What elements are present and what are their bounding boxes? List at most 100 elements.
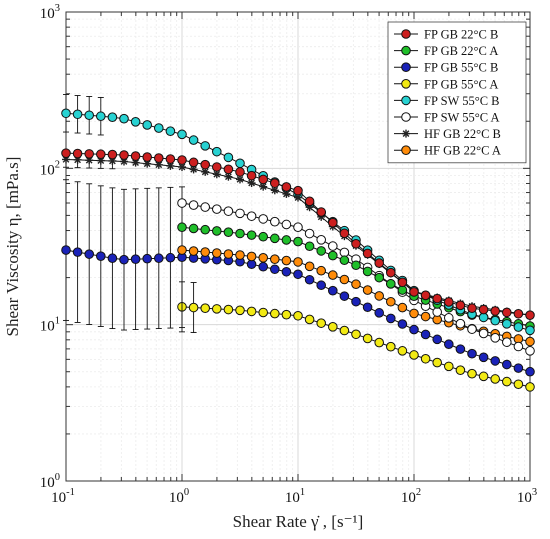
data-point [131,158,140,167]
data-point [200,202,210,212]
legend-label: FP GB 22°C A [424,44,498,58]
data-point [467,303,477,314]
data-point [119,254,129,265]
legend-box [387,21,527,164]
data-point [259,182,268,191]
data-point [339,247,350,258]
data-point [165,154,176,164]
data-point [270,216,280,227]
star-stroke [259,183,267,191]
data-point [351,279,361,290]
data-point [444,339,454,350]
y-tick-label: 100 [40,472,60,491]
data-point [374,308,385,318]
data-point [316,280,327,291]
data-point [293,310,303,321]
data-point [154,153,164,163]
legend-label: FP SW 55°C B [424,94,500,108]
data-point [72,148,83,159]
data-point [525,310,535,320]
data-point [107,112,118,123]
legend-label: FP GB 55°C B [424,61,498,75]
data-point [235,250,245,260]
tick-label-exponent: 3 [532,487,537,498]
data-point [409,308,419,319]
data-point [362,266,373,277]
data-point [467,324,477,334]
data-point [409,350,419,360]
data-point [374,337,385,348]
data-point [502,359,512,370]
data-point [374,272,385,283]
data-point [362,333,373,344]
data-point [270,254,280,264]
star-stroke [283,190,290,198]
y-axis-title: Shear Viscosity η, [mPa.s] [3,157,22,337]
data-point [339,255,350,266]
data-point [72,247,83,257]
data-point [142,253,152,264]
data-point [513,322,524,332]
data-point [328,270,338,280]
data-point [258,174,269,185]
data-point [455,365,466,375]
star-stroke [225,173,232,181]
data-point [258,214,269,224]
data-point [223,206,234,216]
legend-item: FP SW 55°C B [394,94,500,108]
data-point [165,126,176,137]
data-point [432,293,443,304]
data-point [467,348,477,359]
tick-label-exponent: 2 [55,159,60,170]
data-point [502,337,512,347]
legend-label: HF GB 22°C A [424,144,501,158]
data-point [420,329,431,340]
data-point [130,254,141,264]
data-point [177,198,187,208]
data-point [401,45,411,56]
data-point [200,141,210,151]
data-point [223,164,234,175]
data-point [281,219,292,230]
tick-label-base: 10 [40,162,55,178]
data-point [142,120,152,130]
data-point [281,309,292,320]
data-point [281,255,292,266]
data-point [281,235,292,245]
data-point [351,238,361,249]
data-point [270,308,280,319]
data-point [270,178,280,188]
data-point [513,308,524,319]
data-point [235,167,245,177]
series-line [181,202,531,352]
data-point [525,346,535,356]
star-stroke [271,186,279,194]
data-point [188,223,199,234]
data-point [339,274,350,285]
data-point [246,251,257,262]
data-point [96,149,106,160]
data-point [401,29,411,39]
data-point [386,279,396,289]
data-point [478,371,489,382]
star-stroke [178,163,186,171]
data-point [316,235,327,245]
data-point [490,333,501,343]
series-5 [177,198,535,356]
x-tick-label: 103 [517,487,537,506]
y-tick-label: 103 [40,3,60,22]
data-point [130,117,141,127]
data-point [432,357,443,368]
legend-item: HF GB 22°C B [394,127,501,141]
data-point [154,123,164,133]
data-point [455,300,466,311]
data-point [362,302,373,313]
data-point [432,307,443,317]
tick-label-exponent: 0 [184,487,189,498]
data-point [401,62,411,72]
tick-label-base: 10 [285,490,300,506]
tick-label-base: 10 [401,490,416,506]
